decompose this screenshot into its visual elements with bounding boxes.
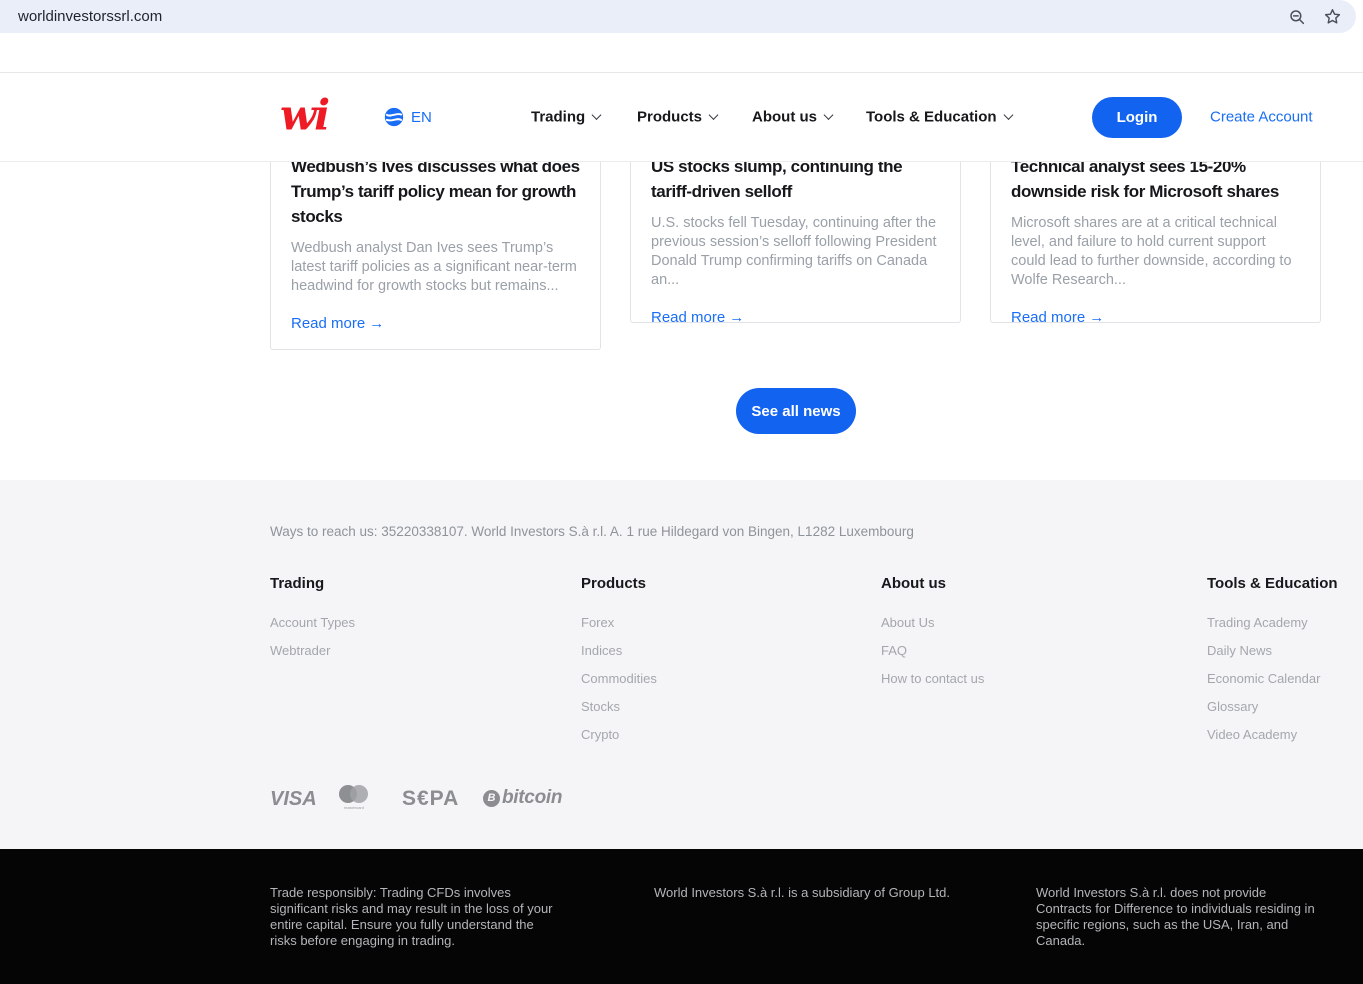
footer-link-glossary[interactable]: Glossary — [1207, 699, 1259, 714]
arrow-right-icon: → — [729, 309, 745, 323]
read-more-label: Read more — [651, 309, 726, 323]
create-account-link[interactable]: Create Account — [1210, 108, 1313, 126]
nav-trading-label: Trading — [531, 108, 586, 126]
read-more-link[interactable]: Read more → — [651, 309, 745, 323]
footer-link-account-types[interactable]: Account Types — [270, 615, 356, 630]
news-card-excerpt: U.S. stocks fell Tuesday, continuing aft… — [651, 215, 937, 288]
footer-link-contact[interactable]: How to contact us — [881, 671, 985, 686]
chevron-down-icon — [823, 110, 834, 120]
footer-link-about-us[interactable]: About Us — [881, 615, 935, 630]
footer-link-video-academy[interactable]: Video Academy — [1207, 727, 1298, 742]
news-card-excerpt: Microsoft shares are at a critical techn… — [1011, 215, 1292, 288]
language-selector[interactable]: EN — [384, 107, 432, 127]
news-card-excerpt: Wedbush analyst Dan Ives sees Trump’s la… — [291, 240, 577, 294]
footer-column-tools-education: Tools & Education Trading Academy Daily … — [1207, 575, 1338, 756]
mastercard-circle-right — [350, 785, 368, 803]
sepa-logo: S€PA — [402, 787, 460, 810]
footer: Ways to reach us: 35220338107. World Inv… — [0, 480, 1363, 849]
chevron-down-icon — [591, 110, 602, 120]
bitcoin-logo: B bitcoin — [483, 787, 562, 809]
subsidiary-note: World Investors S.à r.l. is a subsidiary… — [654, 885, 950, 900]
bitcoin-icon: B — [483, 789, 500, 807]
footer-link-crypto[interactable]: Crypto — [581, 727, 620, 742]
arrow-right-icon: → — [369, 315, 385, 332]
footer-link-daily-news[interactable]: Daily News — [1207, 643, 1273, 658]
site-header: wi EN Trading Products About us Tools & … — [0, 73, 1363, 162]
nav-products[interactable]: Products — [637, 108, 719, 126]
nav-about-us[interactable]: About us — [752, 108, 834, 126]
url-text[interactable]: worldinvestorssrl.com — [18, 8, 163, 25]
regions-disclaimer: World Investors S.à r.l. does not provid… — [1036, 885, 1315, 948]
browser-url-bar[interactable]: worldinvestorssrl.com — [0, 0, 1356, 33]
mastercard-label: mastercard — [343, 805, 364, 810]
zoom-out-icon[interactable] — [1288, 8, 1306, 26]
footer-column-heading: Products — [581, 575, 647, 592]
nav-tools-education-label: Tools & Education — [866, 108, 997, 126]
chevron-down-icon — [1003, 110, 1014, 120]
footer-column-products: Products Forex Indices Commodities Stock… — [581, 575, 657, 756]
footer-column-about: About us About Us FAQ How to contact us — [881, 575, 984, 700]
footer-link-indices[interactable]: Indices — [581, 643, 623, 658]
login-button[interactable]: Login — [1092, 97, 1182, 138]
site-logo[interactable]: wi — [280, 90, 330, 140]
visa-logo: VISA — [270, 788, 317, 810]
footer-column-heading: Tools & Education — [1207, 575, 1338, 592]
news-card-title: Wedbush’s Ives discusses what does Trump… — [291, 157, 580, 226]
read-more-label: Read more — [291, 315, 366, 332]
chrome-divider — [0, 72, 1363, 73]
nav-products-label: Products — [637, 108, 703, 126]
bitcoin-label: bitcoin — [502, 787, 563, 808]
risk-disclaimer: Trade responsibly: Trading CFDs involves… — [270, 885, 553, 948]
language-label: EN — [411, 108, 432, 126]
payment-methods: VISA mastercard S€PA B bitcoin — [0, 782, 1363, 818]
footer-link-economic-calendar[interactable]: Economic Calendar — [1207, 671, 1321, 686]
read-more-link[interactable]: Read more → — [1011, 309, 1105, 323]
footer-link-commodities[interactable]: Commodities — [581, 671, 657, 686]
see-all-news-button[interactable]: See all news — [736, 388, 856, 434]
nav-trading[interactable]: Trading — [531, 108, 602, 126]
mastercard-logo: mastercard — [339, 785, 369, 811]
nav-about-us-label: About us — [752, 108, 817, 126]
footer-column-heading: About us — [881, 575, 946, 592]
urlbar-icons — [1288, 0, 1342, 33]
globe-icon — [384, 107, 404, 127]
footer-column-trading: Trading Account Types Webtrader — [270, 575, 355, 672]
footer-link-trading-academy[interactable]: Trading Academy — [1207, 615, 1308, 630]
arrow-right-icon: → — [1089, 309, 1105, 323]
nav-tools-education[interactable]: Tools & Education — [866, 108, 1014, 126]
contact-info: Ways to reach us: 35220338107. World Inv… — [270, 524, 914, 539]
footer-link-faq[interactable]: FAQ — [881, 643, 908, 658]
chevron-down-icon — [708, 110, 719, 120]
footer-link-stocks[interactable]: Stocks — [581, 699, 621, 714]
bookmark-star-icon[interactable] — [1323, 7, 1342, 26]
read-more-label: Read more — [1011, 309, 1086, 323]
footer-link-webtrader[interactable]: Webtrader — [270, 643, 331, 658]
footer-column-heading: Trading — [270, 575, 325, 592]
news-card: US stocks slump, continuing the tariff-d… — [630, 129, 961, 323]
footer-link-forex[interactable]: Forex — [581, 615, 615, 630]
read-more-link[interactable]: Read more → — [291, 315, 384, 332]
legal-footer: Trade responsibly: Trading CFDs involves… — [0, 849, 1363, 984]
news-card: Wedbush’s Ives discusses what does Trump… — [270, 129, 601, 350]
